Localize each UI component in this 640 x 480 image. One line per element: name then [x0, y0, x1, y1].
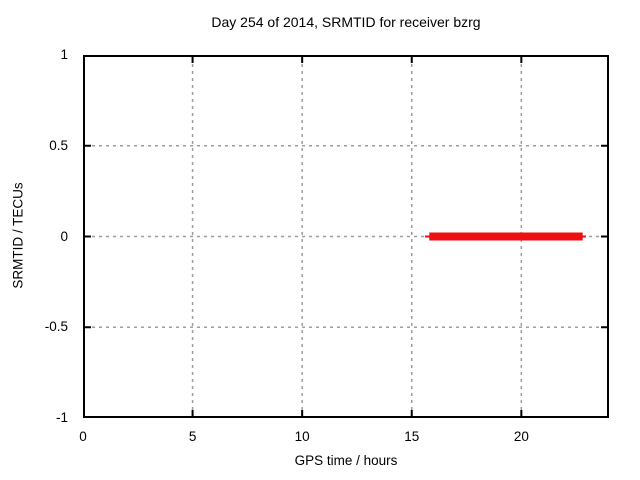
- y-axis-label: SRMTID / TECUs: [10, 182, 26, 289]
- x-tick-label-10: 10: [294, 429, 310, 444]
- x-tick-label-20: 20: [513, 429, 529, 444]
- plot-area: [83, 55, 609, 418]
- plot-border: [83, 55, 609, 418]
- y-tick-label--0.5: -0.5: [44, 319, 68, 335]
- y-tick-label--1: -1: [55, 410, 68, 425]
- x-axis-label: GPS time / hours: [294, 453, 398, 468]
- y-tick-label-1: 1: [60, 47, 68, 62]
- x-tick-label-15: 15: [404, 429, 420, 444]
- x-tick-label-0: 0: [79, 429, 87, 444]
- chart-title: Day 254 of 2014, SRMTID for receiver bzr…: [211, 14, 481, 30]
- x-tick-label-5: 5: [188, 429, 197, 444]
- y-tick-label-0: 0: [60, 228, 68, 244]
- y-tick-label-0.5: 0.5: [49, 137, 68, 153]
